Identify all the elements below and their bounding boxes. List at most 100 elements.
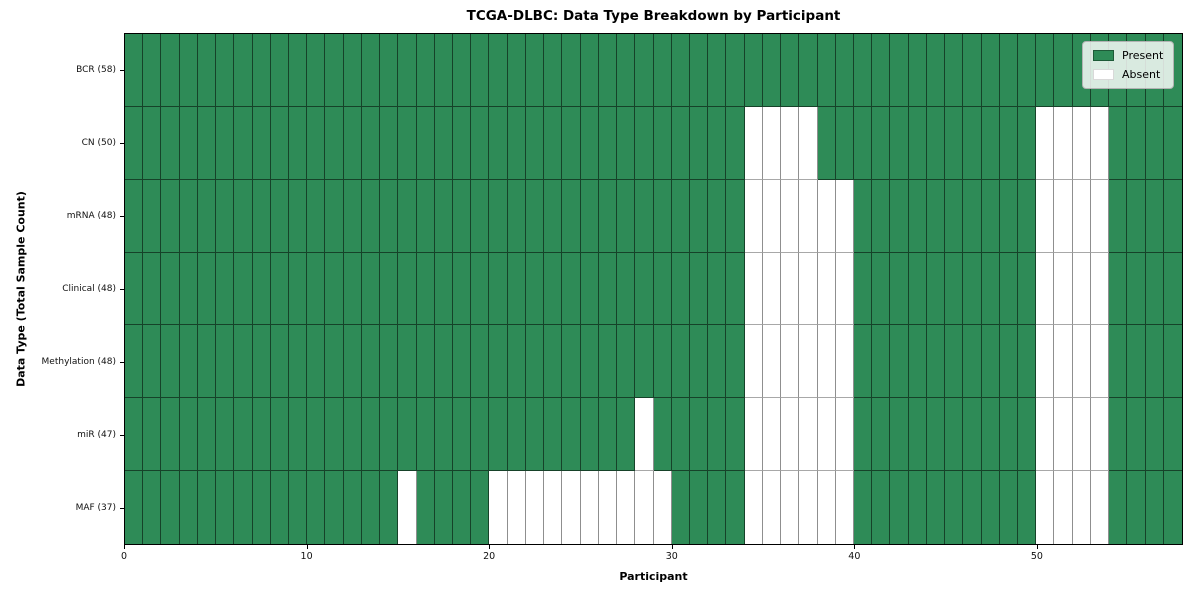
- heatmap-cell: [781, 252, 800, 326]
- heatmap-cell: [945, 252, 964, 326]
- heatmap-cell: [434, 398, 454, 472]
- heatmap-cell: [999, 106, 1018, 180]
- heatmap-cell: [726, 179, 745, 253]
- y-tick-mark: [120, 69, 124, 71]
- heatmap-cell: [853, 179, 873, 253]
- heatmap-cell: [926, 106, 946, 180]
- heatmap-cell: [416, 398, 435, 472]
- heatmap-cell: [1145, 179, 1164, 253]
- heatmap-cell: [289, 471, 308, 544]
- heatmap-cell: [945, 34, 964, 107]
- heatmap-cell: [489, 34, 508, 107]
- heatmap-cell: [544, 106, 563, 180]
- heatmap-cell: [799, 179, 818, 253]
- heatmap-cell: [963, 106, 982, 180]
- heatmap-cell: [762, 398, 782, 472]
- heatmap-cell: [525, 471, 545, 544]
- heatmap-cell: [270, 106, 290, 180]
- heatmap-cell: [289, 398, 308, 472]
- heatmap-cell: [617, 325, 636, 399]
- heatmap-cell: [689, 398, 709, 472]
- heatmap-cell: [1109, 398, 1128, 472]
- heatmap-cell: [361, 252, 381, 326]
- heatmap-cell: [726, 398, 745, 472]
- heatmap-cell: [562, 325, 581, 399]
- heatmap-cell: [653, 252, 672, 326]
- heatmap-cell: [507, 471, 526, 544]
- heatmap-cell: [525, 398, 545, 472]
- heatmap-cell: [361, 471, 381, 544]
- heatmap-cell: [635, 252, 654, 326]
- heatmap-cell: [872, 179, 891, 253]
- heatmap-cell: [125, 252, 144, 326]
- heatmap-cell: [671, 325, 690, 399]
- heatmap-cell: [835, 34, 854, 107]
- heatmap-cell: [161, 325, 180, 399]
- heatmap-cell: [1017, 179, 1037, 253]
- heatmap-cell: [380, 252, 399, 326]
- heatmap-cell: [908, 179, 927, 253]
- y-tick-mark: [120, 142, 124, 144]
- heatmap-cell: [234, 252, 253, 326]
- heatmap-cell: [434, 252, 454, 326]
- heatmap-cell: [416, 106, 435, 180]
- heatmap-cell: [252, 106, 271, 180]
- x-tick-label: 0: [120, 551, 128, 562]
- x-tick-mark: [124, 545, 125, 549]
- heatmap-cell: [817, 325, 836, 399]
- heatmap-cell: [343, 179, 362, 253]
- heatmap-cell: [1090, 106, 1110, 180]
- heatmap-cell: [1145, 325, 1164, 399]
- heatmap-cell: [453, 252, 472, 326]
- heatmap-grid: [125, 34, 1182, 544]
- heatmap-cell: [853, 106, 873, 180]
- heatmap-cell: [125, 34, 144, 107]
- heatmap-cell: [726, 252, 745, 326]
- heatmap-cell: [963, 34, 982, 107]
- heatmap-cell: [999, 471, 1018, 544]
- heatmap-cell: [307, 471, 326, 544]
- heatmap-cell: [744, 325, 763, 399]
- heatmap-cell: [343, 398, 362, 472]
- heatmap-cell: [580, 398, 599, 472]
- heatmap-cell: [161, 106, 180, 180]
- heatmap-cell: [890, 106, 909, 180]
- heatmap-cell: [817, 106, 836, 180]
- heatmap-cell: [1163, 398, 1182, 472]
- heatmap-cell: [1163, 252, 1182, 326]
- heatmap-cell: [434, 471, 454, 544]
- y-tick-mark: [120, 289, 124, 290]
- heatmap-cell: [1163, 325, 1182, 399]
- heatmap-cell: [908, 252, 927, 326]
- heatmap-cell: [471, 398, 490, 472]
- heatmap-cell: [197, 106, 217, 180]
- heatmap-cell: [380, 398, 399, 472]
- heatmap-cell: [1145, 252, 1164, 326]
- heatmap-cell: [325, 34, 344, 107]
- heatmap-cell: [398, 398, 417, 472]
- heatmap-cell: [890, 34, 909, 107]
- heatmap-cell: [507, 325, 526, 399]
- heatmap-cell: [671, 179, 690, 253]
- heatmap-cell: [216, 179, 235, 253]
- heatmap-cell: [161, 179, 180, 253]
- y-tick-mark: [120, 362, 124, 364]
- heatmap-cell: [398, 179, 417, 253]
- heatmap-cell: [179, 398, 198, 472]
- heatmap-cell: [872, 398, 891, 472]
- heatmap-cell: [726, 106, 745, 180]
- heatmap-cell: [799, 34, 818, 107]
- heatmap-cell: [926, 471, 946, 544]
- heatmap-cell: [945, 398, 964, 472]
- heatmap-cell: [580, 471, 599, 544]
- heatmap-cell: [1090, 179, 1110, 253]
- heatmap-cell: [963, 398, 982, 472]
- chart-title: TCGA-DLBC: Data Type Breakdown by Partic…: [466, 8, 841, 24]
- legend-item-absent: Absent: [1093, 68, 1163, 81]
- heatmap-cell: [307, 179, 326, 253]
- heatmap-cell: [361, 325, 381, 399]
- y-tick-label: BCR (58): [76, 64, 116, 75]
- heatmap-cell: [380, 179, 399, 253]
- heatmap-cell: [234, 398, 253, 472]
- heatmap-cell: [635, 179, 654, 253]
